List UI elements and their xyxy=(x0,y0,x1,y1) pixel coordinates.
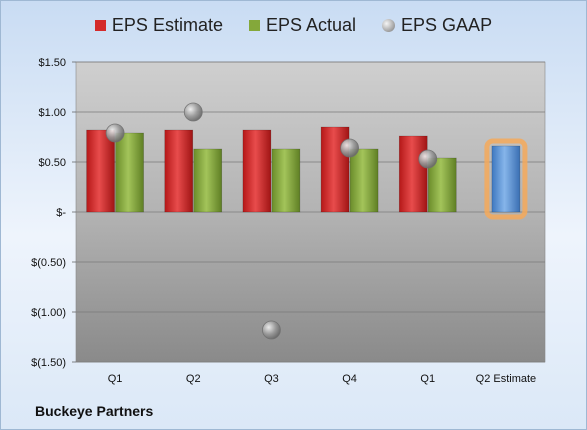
x-tick-label: Q3 xyxy=(264,373,279,385)
bar-eps-actual xyxy=(349,148,379,213)
legend-swatch-red xyxy=(94,20,106,31)
bar-eps-actual xyxy=(193,148,223,213)
legend-item-eps-actual: EPS Actual xyxy=(248,15,357,36)
x-tick-label: Q2 xyxy=(186,373,201,385)
y-tick-label: $0.50 xyxy=(38,157,66,169)
bar-eps-actual xyxy=(427,157,457,213)
y-tick-label: $- xyxy=(56,207,66,219)
y-tick-label: $(1.00) xyxy=(31,307,66,319)
company-name: Buckeye Partners xyxy=(35,403,154,419)
legend-label: EPS Estimate xyxy=(111,15,223,35)
chart-plot: $1.50 $1.00 $0.50 $- $(0.50) $(1.00) $(1.50) Q1… xyxy=(31,57,546,385)
bar-highlight-glow xyxy=(484,138,528,220)
y-tick-label: $(1.50) xyxy=(31,357,66,369)
x-tick-label: Q1 xyxy=(420,373,435,385)
bar-eps-estimate xyxy=(86,129,115,213)
bar-eps-estimate xyxy=(164,129,194,213)
point-eps-gaap xyxy=(418,149,438,169)
legend-item-eps-estimate: EPS Estimate xyxy=(94,15,223,36)
x-tick-label: Q4 xyxy=(342,373,357,385)
bar-eps-actual xyxy=(115,132,144,213)
bar-eps-estimate xyxy=(320,126,350,213)
legend-label: EPS GAAP xyxy=(401,15,493,35)
y-tick-label: $(0.50) xyxy=(31,257,66,269)
legend-swatch-green xyxy=(248,20,260,31)
legend-item-eps-gaap: EPS GAAP xyxy=(382,15,492,36)
bar-q2-estimate xyxy=(491,145,521,213)
x-tick-label: Q2 Estimate xyxy=(476,373,537,385)
bar-eps-estimate xyxy=(398,135,428,213)
bar-eps-estimate xyxy=(242,129,272,213)
legend: EPS Estimate EPS Actual EPS GAAP xyxy=(1,15,586,36)
point-eps-gaap xyxy=(183,102,203,122)
point-eps-gaap xyxy=(262,320,281,340)
bar-eps-actual xyxy=(271,148,301,213)
point-eps-gaap xyxy=(105,123,125,143)
point-eps-gaap xyxy=(340,138,359,158)
legend-label: EPS Actual xyxy=(265,15,357,35)
x-tick-label: Q1 xyxy=(108,373,123,385)
y-tick-label: $1.50 xyxy=(38,57,66,69)
legend-swatch-gray-circle xyxy=(382,19,396,32)
y-tick-label: $1.00 xyxy=(38,107,66,119)
